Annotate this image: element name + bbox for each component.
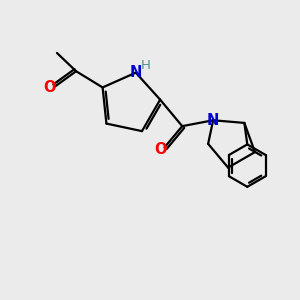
Text: N: N	[130, 65, 142, 80]
Text: O: O	[154, 142, 167, 157]
Text: O: O	[44, 80, 56, 95]
Text: N: N	[207, 113, 219, 128]
Text: H: H	[140, 59, 150, 72]
